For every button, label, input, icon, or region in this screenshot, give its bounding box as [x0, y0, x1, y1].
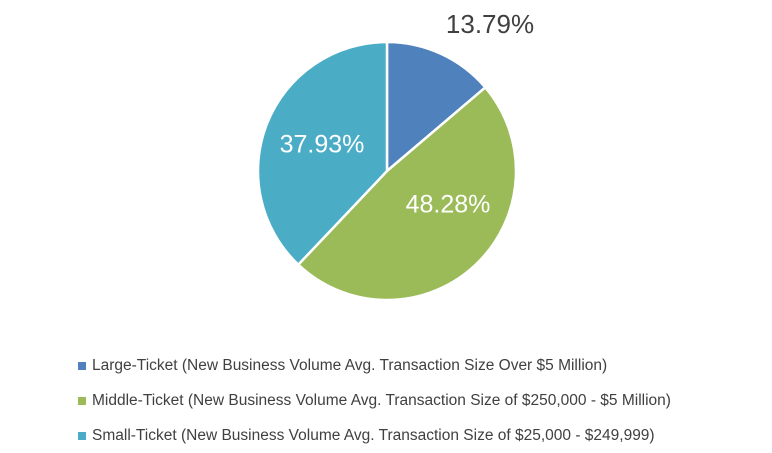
- data-label-3: 37.93%: [280, 131, 365, 159]
- legend-label: Large-Ticket (New Business Volume Avg. T…: [92, 356, 608, 374]
- data-label-2: 48.28%: [406, 191, 491, 219]
- legend-swatch: [78, 431, 86, 440]
- legend-label: Middle-Ticket (New Business Volume Avg. …: [92, 391, 671, 409]
- legend-swatch: [78, 361, 86, 370]
- legend-item-1: Large-Ticket (New Business Volume Avg. T…: [78, 348, 671, 383]
- pie-slice-3: [256, 40, 389, 266]
- legend: Large-Ticket (New Business Volume Avg. T…: [78, 348, 671, 453]
- legend-item-3: Small-Ticket (New Business Volume Avg. T…: [78, 418, 671, 453]
- data-label-1: 13.79%: [446, 9, 534, 39]
- legend-label: Small-Ticket (New Business Volume Avg. T…: [92, 426, 655, 444]
- pie-slice-1: [385, 40, 487, 173]
- pie-slice-2: [297, 86, 518, 302]
- legend-item-2: Middle-Ticket (New Business Volume Avg. …: [78, 383, 671, 418]
- pie-svg: 13.79% 48.28% 37.93%: [256, 9, 534, 302]
- legend-swatch: [78, 396, 86, 405]
